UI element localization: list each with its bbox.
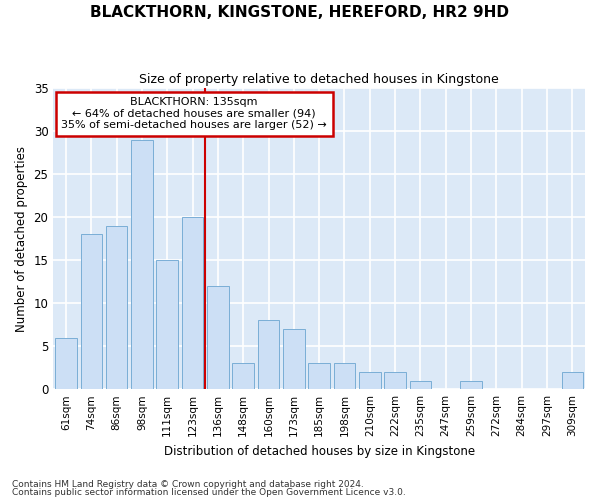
Bar: [157, 260, 178, 389]
Text: Contains HM Land Registry data © Crown copyright and database right 2024.: Contains HM Land Registry data © Crown c…: [12, 480, 364, 489]
Bar: [460, 380, 482, 389]
Bar: [308, 364, 330, 389]
Bar: [55, 338, 77, 389]
Bar: [207, 286, 229, 389]
Text: BLACKTHORN: 135sqm
← 64% of detached houses are smaller (94)
35% of semi-detache: BLACKTHORN: 135sqm ← 64% of detached hou…: [61, 97, 327, 130]
Bar: [359, 372, 380, 389]
Text: BLACKTHORN, KINGSTONE, HEREFORD, HR2 9HD: BLACKTHORN, KINGSTONE, HEREFORD, HR2 9HD: [91, 5, 509, 20]
Bar: [562, 372, 583, 389]
Bar: [106, 226, 127, 389]
X-axis label: Distribution of detached houses by size in Kingstone: Distribution of detached houses by size …: [164, 444, 475, 458]
Bar: [334, 364, 355, 389]
Bar: [385, 372, 406, 389]
Bar: [182, 217, 203, 389]
Text: Contains public sector information licensed under the Open Government Licence v3: Contains public sector information licen…: [12, 488, 406, 497]
Bar: [232, 364, 254, 389]
Bar: [80, 234, 102, 389]
Title: Size of property relative to detached houses in Kingstone: Size of property relative to detached ho…: [139, 72, 499, 86]
Bar: [258, 320, 279, 389]
Bar: [283, 329, 305, 389]
Y-axis label: Number of detached properties: Number of detached properties: [15, 146, 28, 332]
Bar: [410, 380, 431, 389]
Bar: [131, 140, 152, 389]
